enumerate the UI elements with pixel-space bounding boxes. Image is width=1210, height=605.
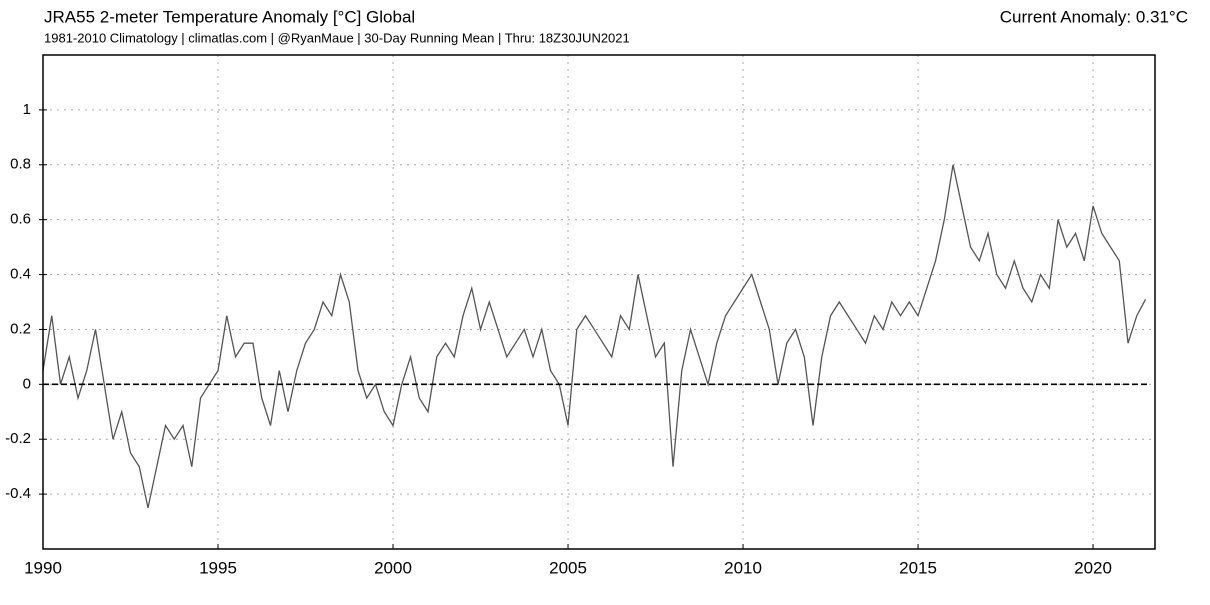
chart-title: JRA55 2-meter Temperature Anomaly [°C] G… xyxy=(44,7,415,26)
y-tick-label: 1 xyxy=(23,101,31,118)
x-tick-label: 2020 xyxy=(1074,558,1112,577)
x-tick-label: 1995 xyxy=(199,558,237,577)
x-tick-label: 1990 xyxy=(24,558,62,577)
current-anomaly: Current Anomaly: 0.31°C xyxy=(1000,7,1188,26)
x-tick-label: 2000 xyxy=(374,558,412,577)
y-tick-label: 0.8 xyxy=(10,156,31,173)
data-line xyxy=(42,164,1147,508)
x-tick-label: 2005 xyxy=(549,558,587,577)
y-tick-label: 0.4 xyxy=(10,266,31,283)
x-tick-label: 2015 xyxy=(899,558,937,577)
y-tick-label: -0.2 xyxy=(5,430,31,447)
y-tick-label: 0.6 xyxy=(10,211,31,228)
x-tick-label: 2010 xyxy=(724,558,762,577)
y-tick-label: 0 xyxy=(23,375,31,392)
plot-frame xyxy=(42,54,1156,550)
y-tick-label: -0.4 xyxy=(5,485,31,502)
chart-subtitle: 1981-2010 Climatology | climatlas.com | … xyxy=(44,30,630,45)
y-tick-label: 0.2 xyxy=(10,320,31,337)
